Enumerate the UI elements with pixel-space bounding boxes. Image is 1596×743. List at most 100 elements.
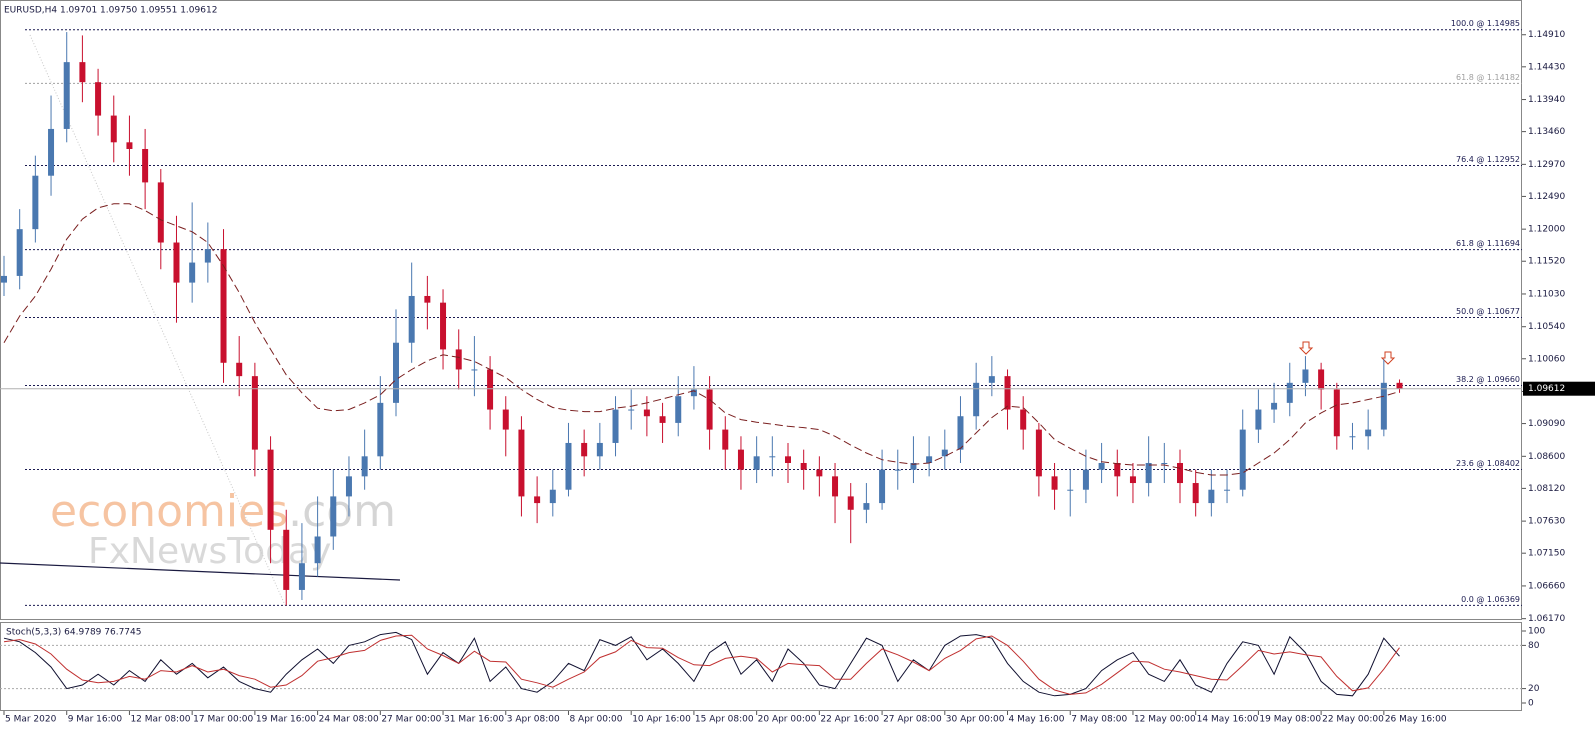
candle-body [926, 456, 933, 463]
x-tick-label: 22 Apr 16:00 [820, 715, 879, 725]
y-tick-label: 1.10540 [1528, 322, 1565, 332]
candle-body [1067, 489, 1074, 491]
candle-body [847, 496, 854, 510]
y-tick-label: 1.12970 [1528, 160, 1565, 170]
candle-body [424, 295, 431, 303]
candle-body [345, 476, 352, 497]
x-tick-label: 31 Mar 16:00 [444, 715, 504, 725]
candle-body [800, 462, 807, 470]
trend-line [0, 562, 401, 581]
x-tick-label: 15 Apr 08:00 [695, 715, 754, 725]
y-tick-label: 1.14910 [1528, 30, 1565, 40]
candle-body [314, 536, 321, 564]
candle-body [1255, 409, 1262, 430]
candle-body [1286, 382, 1293, 403]
candle-body [769, 456, 776, 458]
candle-body [361, 456, 368, 477]
candle-body [1145, 462, 1152, 484]
candle-body [659, 416, 666, 423]
candle-body [534, 496, 541, 504]
candle-body [283, 529, 290, 590]
x-tick-label: 5 Mar 2020 [5, 715, 57, 725]
candle-body [487, 369, 494, 410]
x-tick-label: 22 May 00:00 [1322, 715, 1384, 725]
x-tick-label: 19 May 08:00 [1259, 715, 1321, 725]
watermark-domain: .com [288, 486, 396, 537]
stoch-frame [0, 622, 1522, 711]
x-tick-label: 27 Apr 08:00 [883, 715, 942, 725]
stoch-title: Stoch(5,3,3) 64.9789 76.7745 [6, 628, 141, 638]
chart-title: EURUSD,H4 1.09701 1.09750 1.09551 1.0961… [4, 6, 217, 16]
candle-body [988, 376, 995, 383]
y-tick-label: 100 [1528, 627, 1545, 637]
candle-body [1114, 462, 1121, 477]
candle-body [110, 115, 117, 143]
candle-body [32, 175, 39, 230]
y-tick-label: 1.07630 [1528, 517, 1565, 527]
candle-body [1396, 382, 1403, 389]
candle-body [220, 249, 227, 363]
fib-label: 0.0 @ 1.06369 [1461, 595, 1520, 604]
x-tick-label: 27 Mar 00:00 [381, 715, 441, 725]
moving-average [3, 203, 1400, 476]
x-tick-label: 10 Apr 16:00 [632, 715, 691, 725]
candle-body [408, 295, 415, 343]
y-tick-label: 1.06660 [1528, 581, 1565, 591]
candle-body [330, 496, 337, 537]
watermark: economies.com [50, 486, 396, 537]
candle-body [879, 469, 886, 504]
candle-body [1271, 402, 1278, 410]
watermark-sub: FxNewsToday [88, 531, 331, 572]
x-tick-label: 19 Mar 16:00 [256, 715, 316, 725]
candle-body [910, 462, 917, 470]
candle-body [565, 442, 572, 490]
fib-label: 100.0 @ 1.14985 [1451, 19, 1520, 28]
fib-label: 50.0 @ 1.10677 [1456, 307, 1520, 316]
candle-body [48, 128, 55, 176]
candle-body [1365, 429, 1372, 437]
y-tick-label: 1.12490 [1528, 192, 1565, 202]
candle-body [1380, 382, 1387, 430]
candle-body [706, 389, 713, 430]
candle-body [63, 62, 70, 129]
candle-body [1208, 489, 1215, 504]
y-tick-label: 20 [1528, 684, 1540, 694]
x-tick-label: 17 Mar 00:00 [193, 715, 253, 725]
fib-diagonal [29, 34, 286, 606]
y-tick-label: 1.11030 [1528, 289, 1565, 299]
candle-body [1035, 429, 1042, 477]
candle-body [16, 229, 23, 276]
x-tick-label: 12 May 00:00 [1134, 715, 1196, 725]
fib-label: 38.2 @ 1.09660 [1456, 375, 1520, 384]
watermark-brand: economies [50, 486, 288, 537]
candle-body [440, 302, 447, 350]
y-tick-label: 1.13940 [1528, 95, 1565, 105]
candle-body [832, 476, 839, 497]
candle-body [753, 456, 760, 470]
candle-body [549, 489, 556, 504]
y-tick-label: 1.06170 [1528, 614, 1565, 624]
x-tick-label: 12 Mar 08:00 [130, 715, 190, 725]
candle-body [1192, 483, 1199, 504]
fib-label: 76.4 @ 1.12952 [1456, 155, 1520, 164]
candle-body [189, 262, 196, 283]
candle-body [79, 62, 86, 83]
candle-body [236, 362, 243, 377]
y-tick-label: 1.13460 [1528, 127, 1565, 137]
y-tick-label: 1.10060 [1528, 354, 1565, 364]
candle-body [737, 449, 744, 470]
candle-body [816, 469, 823, 477]
candle-body [251, 376, 258, 450]
x-tick-label: 3 Apr 08:00 [507, 715, 560, 725]
candle-body [1224, 489, 1231, 491]
candle-body [581, 442, 588, 457]
candle-body [393, 342, 399, 403]
y-tick-label: 0 [1528, 699, 1534, 709]
y-tick-label: 1.08120 [1528, 484, 1565, 494]
y-tick-label: 1.08600 [1528, 452, 1565, 462]
main-frame [0, 0, 1522, 620]
last-price-label: 1.09612 [1528, 384, 1565, 394]
stoch-line [3, 634, 1400, 695]
y-tick-label: 1.09090 [1528, 419, 1565, 429]
candle-body [1129, 476, 1136, 484]
